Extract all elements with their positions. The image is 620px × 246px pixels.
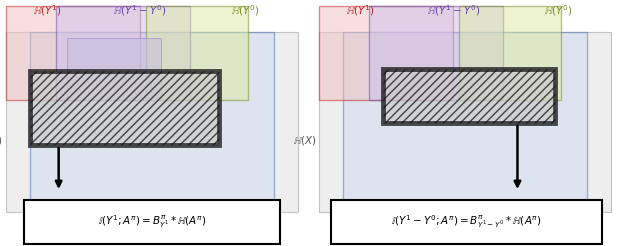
Bar	[343, 32, 587, 236]
Text: $\mathbb{H}(Y^0)$: $\mathbb{H}(Y^0)$	[544, 4, 573, 18]
Text: $\mathbb{H}(Y^1 - Y^0)$: $\mathbb{H}(Y^1 - Y^0)$	[113, 4, 167, 18]
Bar	[319, 32, 611, 212]
Bar	[331, 200, 602, 244]
Text: $\mathbb{H}(X)$: $\mathbb{H}(X)$	[293, 134, 316, 147]
Text: $\mathbb{H}(Y^1 - Y^0)$: $\mathbb{H}(Y^1 - Y^0)$	[427, 4, 480, 18]
Text: $\mathbb{H}(X)$: $\mathbb{H}(X)$	[0, 134, 3, 147]
Text: $\mathbb{H}(Y^1)$: $\mathbb{H}(Y^1)$	[33, 4, 61, 18]
Text: $\mathbb{I}(Y^1 - Y^0; A^\pi) = B^\pi_{Y^1-Y^0} * \mathbb{H}(A^\pi)$: $\mathbb{I}(Y^1 - Y^0; A^\pi) = B^\pi_{Y…	[391, 214, 542, 231]
Bar	[68, 38, 161, 100]
Bar	[146, 6, 248, 100]
Bar	[24, 200, 280, 244]
Bar	[369, 6, 503, 100]
Text: $\mathbb{H}(A^\pi)$: $\mathbb{H}(A^\pi)$	[450, 211, 480, 224]
Bar	[6, 6, 140, 100]
Bar	[383, 69, 556, 123]
Text: $\mathbb{I}(Y^1; A^\pi) = B^\pi_{Y^1} * \mathbb{H}(A^\pi)$: $\mathbb{I}(Y^1; A^\pi) = B^\pi_{Y^1} * …	[97, 214, 206, 231]
Text: $\mathbb{H}(Y^1)$: $\mathbb{H}(Y^1)$	[346, 4, 374, 18]
Text: $\mathbb{H}(Y^0)$: $\mathbb{H}(Y^0)$	[231, 4, 260, 18]
Bar	[459, 6, 561, 100]
Bar	[6, 32, 298, 212]
Bar	[30, 71, 219, 145]
Text: $\mathbb{H}(A^\pi)$: $\mathbb{H}(A^\pi)$	[137, 211, 167, 224]
Bar	[319, 6, 453, 100]
Bar	[56, 6, 190, 100]
Bar	[30, 32, 274, 236]
